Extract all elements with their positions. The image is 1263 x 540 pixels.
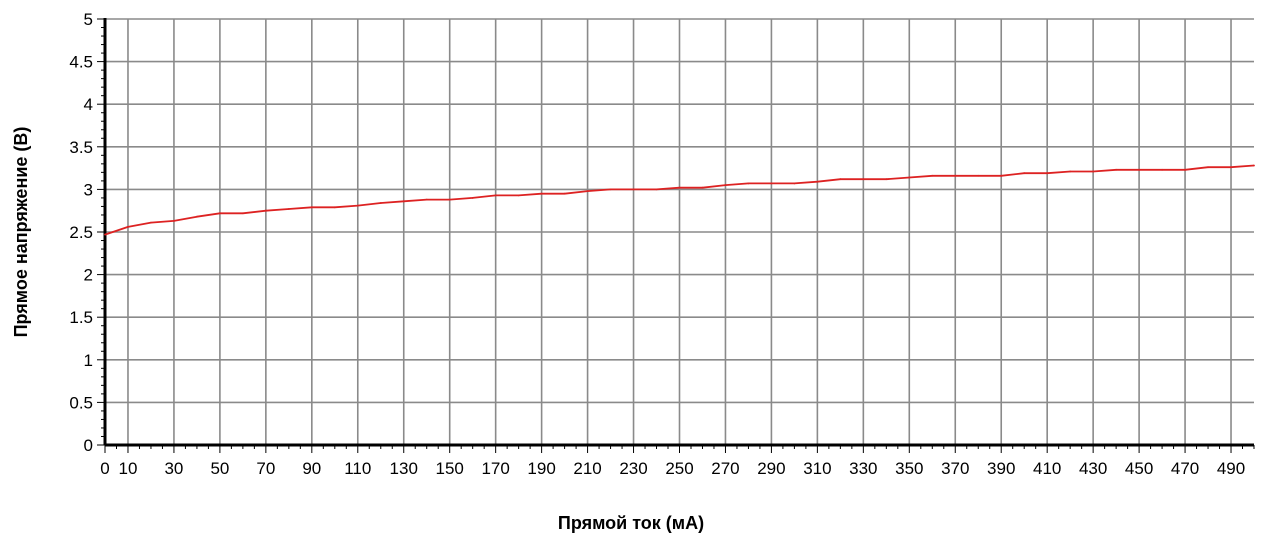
- data-point: [839, 178, 842, 181]
- x-tick-label: 50: [210, 459, 229, 478]
- x-tick-labels: 0 10 30 50 70 90 110 130 150 170 190 210 230 250 270 29…: [100, 459, 1245, 478]
- data-point: [977, 174, 980, 177]
- y-tick-label: 2.5: [69, 223, 93, 242]
- data-point: [586, 190, 589, 193]
- data-point: [241, 212, 244, 215]
- data-point: [448, 198, 451, 201]
- data-point: [1046, 172, 1049, 175]
- x-tick-label: 190: [527, 459, 555, 478]
- x-tick-label: 490: [1217, 459, 1245, 478]
- data-point: [425, 198, 428, 201]
- data-point: [517, 194, 520, 197]
- data-point: [563, 192, 566, 195]
- y-tick-label: 3.5: [69, 138, 93, 157]
- x-tick-label: 350: [895, 459, 923, 478]
- data-point: [333, 206, 336, 209]
- axes: [97, 18, 1255, 453]
- x-tick-label: 270: [711, 459, 739, 478]
- x-tick-label: 470: [1171, 459, 1199, 478]
- y-tick-label: 1.5: [69, 308, 93, 327]
- data-point: [862, 178, 865, 181]
- x-tick-label: 110: [344, 459, 371, 478]
- x-axis-title: Прямой ток (мА): [558, 513, 704, 533]
- x-tick-label: 90: [302, 459, 321, 478]
- data-point: [104, 233, 106, 236]
- x-tick-label: 170: [481, 459, 509, 478]
- data-point: [494, 194, 497, 197]
- x-tick-label: 370: [941, 459, 969, 478]
- data-point: [1161, 168, 1163, 171]
- data-point: [219, 212, 221, 215]
- data-point: [173, 220, 175, 222]
- x-tick-label: 30: [164, 459, 183, 478]
- data-point: [655, 188, 658, 191]
- data-point: [747, 182, 750, 185]
- x-tick-label: 0: [100, 459, 109, 478]
- y-tick-labels: 0 0.5 1 1.5 2 2.5 3 3.5 4 4.5 5: [69, 10, 93, 455]
- data-point: [609, 188, 612, 191]
- data-point: [931, 174, 934, 177]
- x-tick-label: 70: [256, 459, 275, 478]
- x-tick-label: 310: [803, 459, 831, 478]
- data-point: [471, 197, 474, 199]
- data-point: [1207, 166, 1209, 169]
- data-point: [379, 202, 382, 204]
- series-layer: [104, 164, 1255, 236]
- data-point: [1253, 164, 1255, 167]
- x-tick-label: 430: [1079, 459, 1107, 478]
- data-point: [885, 178, 888, 181]
- y-tick-label: 2: [84, 266, 93, 285]
- data-point: [1023, 172, 1026, 175]
- y-tick-label: 4.5: [69, 53, 93, 72]
- data-point: [264, 209, 267, 212]
- y-tick-label: 0: [84, 436, 93, 455]
- data-point: [954, 174, 957, 177]
- data-point: [1115, 168, 1118, 171]
- data-point: [632, 188, 635, 191]
- data-point: [1092, 170, 1095, 173]
- data-point: [1230, 166, 1232, 169]
- data-point: [287, 208, 290, 210]
- data-point: [1184, 168, 1186, 171]
- y-tick-label: 0.5: [69, 393, 93, 412]
- x-tick-label: 410: [1033, 459, 1061, 478]
- data-point: [1138, 168, 1140, 171]
- x-tick-label: 230: [619, 459, 647, 478]
- data-point: [724, 184, 727, 187]
- data-point: [1069, 170, 1072, 173]
- data-point: [356, 204, 359, 207]
- x-tick-label: 450: [1125, 459, 1153, 478]
- data-point: [793, 182, 796, 185]
- y-tick-label: 4: [84, 95, 93, 114]
- x-tick-label: 210: [573, 459, 601, 478]
- data-point: [908, 176, 911, 179]
- y-tick-label: 5: [84, 10, 93, 29]
- data-point: [127, 225, 129, 228]
- data-point: [150, 221, 152, 224]
- data-point: [678, 186, 681, 189]
- data-point: [770, 182, 773, 185]
- data-point: [402, 200, 405, 203]
- data-point: [816, 180, 819, 183]
- data-point: [1000, 174, 1003, 177]
- x-tick-label: 250: [665, 459, 693, 478]
- x-tick-label: 130: [390, 459, 418, 478]
- grid: [105, 18, 1254, 445]
- y-axis-title: Прямое напряжение (В): [11, 127, 31, 338]
- data-point: [310, 206, 313, 209]
- x-tick-label: 10: [119, 459, 138, 478]
- x-tick-label: 390: [987, 459, 1015, 478]
- y-tick-label: 1: [84, 351, 93, 370]
- x-tick-label: 150: [436, 459, 464, 478]
- x-tick-label: 290: [757, 459, 785, 478]
- x-tick-label: 330: [849, 459, 877, 478]
- data-point: [196, 215, 198, 218]
- y-tick-label: 3: [84, 180, 93, 199]
- data-point: [540, 192, 543, 195]
- data-point: [701, 186, 704, 189]
